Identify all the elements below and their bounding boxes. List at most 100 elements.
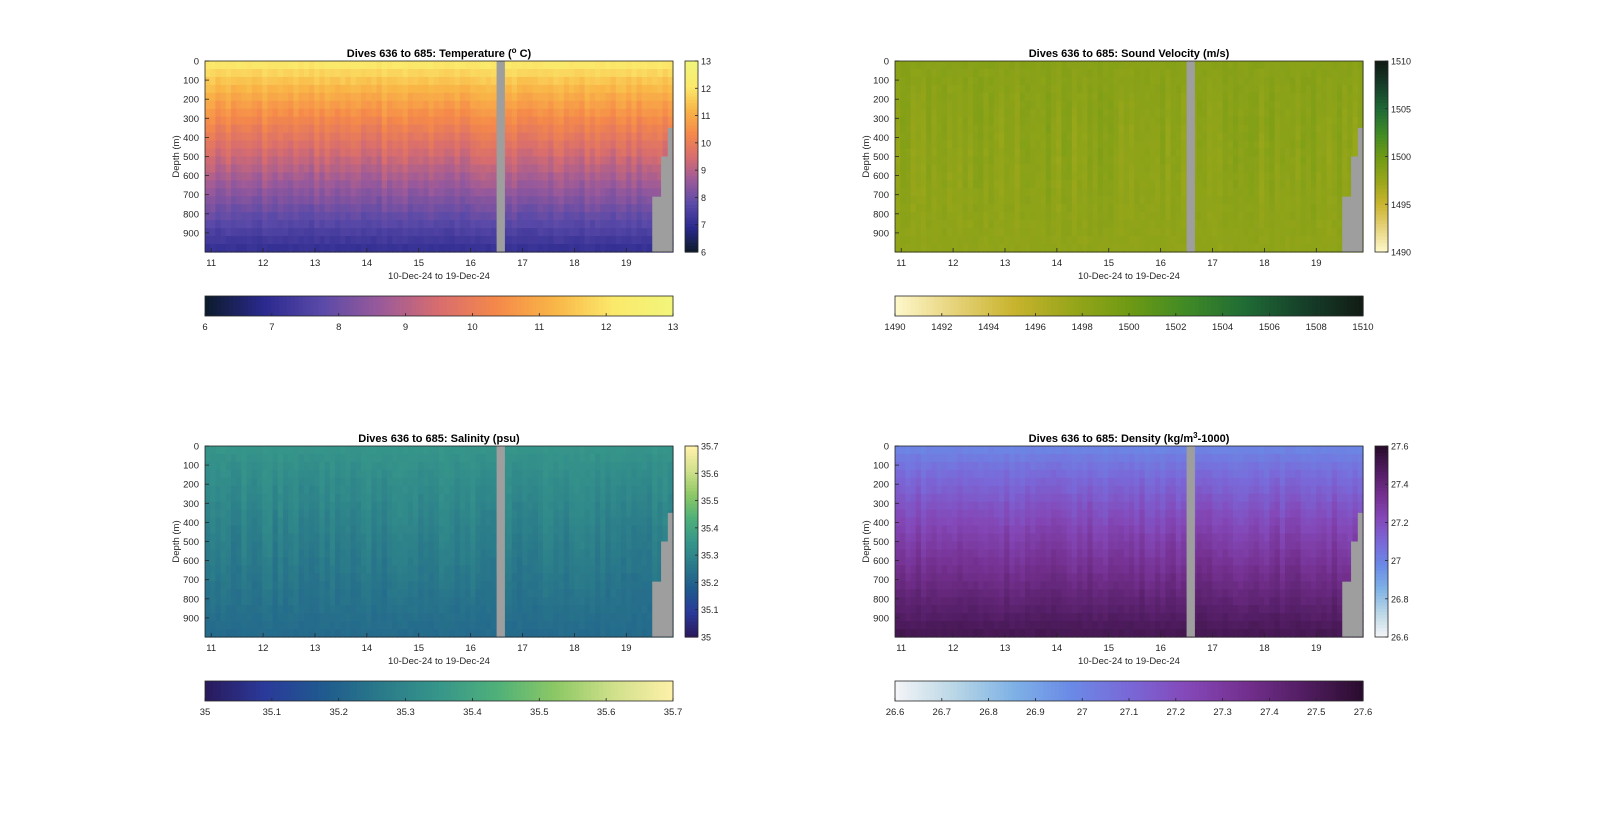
heatmap-cell <box>1123 188 1130 197</box>
heatmap-cell <box>574 100 580 110</box>
heatmap-cell <box>657 172 664 181</box>
heatmap-cell <box>314 244 320 253</box>
heatmap-cell <box>915 124 922 134</box>
heatmap-cell <box>527 68 534 78</box>
heatmap-cell <box>1118 132 1125 142</box>
heatmap-cell <box>1025 140 1031 150</box>
heatmap-cell <box>402 204 409 213</box>
heatmap-cell <box>988 124 995 134</box>
heatmap-cell <box>465 244 471 253</box>
heatmap-cell <box>303 100 310 110</box>
heatmap-cell <box>439 164 445 174</box>
heatmap-cell <box>205 589 211 598</box>
heatmap-cell <box>1071 140 1078 150</box>
heatmap-cell <box>978 116 984 126</box>
heatmap-cell <box>444 244 450 253</box>
heatmap-cell <box>600 100 606 110</box>
heatmap-cell <box>1009 196 1016 205</box>
heatmap-cell <box>579 124 586 134</box>
heatmap-cell <box>1352 76 1359 86</box>
heatmap-cell <box>1259 148 1265 158</box>
heatmap-cell <box>283 124 289 134</box>
heatmap-cell <box>210 148 216 158</box>
heatmap-cell <box>967 228 974 237</box>
colorbar-segment <box>1117 296 1122 316</box>
heatmap-cell <box>973 124 979 134</box>
heatmap-cell <box>1045 220 1052 229</box>
heatmap-cell <box>491 244 497 253</box>
heatmap-cell <box>1342 76 1348 86</box>
heatmap-cell <box>444 76 450 86</box>
heatmap-cell <box>335 212 341 221</box>
heatmap-cell <box>1165 156 1172 166</box>
heatmap-cell <box>1004 116 1010 126</box>
heatmap-cell <box>1108 140 1114 150</box>
horizontal-colorbar: 6 7 8 9 10 11 12 13 <box>202 295 678 333</box>
heatmap-cell <box>1071 228 1078 237</box>
heatmap-cell <box>1025 92 1031 102</box>
heatmap-cell <box>595 244 601 253</box>
heatmap-cell <box>1227 108 1234 118</box>
heatmap-cell <box>626 61 632 70</box>
heatmap-cell <box>355 180 362 189</box>
heatmap-cell <box>1264 228 1270 237</box>
heatmap-cell <box>1181 61 1187 70</box>
heatmap-cell <box>335 180 341 189</box>
heatmap-cell <box>392 61 398 70</box>
heatmap-cell <box>1233 132 1239 142</box>
heatmap-cell <box>1227 204 1234 213</box>
heatmap-cell <box>600 76 606 86</box>
colorbar-segment <box>1222 296 1228 316</box>
heatmap-cell <box>993 76 1000 86</box>
colorbar-segment <box>1339 296 1345 316</box>
heatmap-cell <box>293 108 300 118</box>
heatmap-cell <box>1129 108 1135 118</box>
heatmap-cell <box>480 100 487 110</box>
heatmap-cell <box>407 116 414 126</box>
heatmap-cell <box>335 164 341 174</box>
heatmap-cell <box>1103 76 1109 86</box>
heatmap-cell <box>423 228 430 237</box>
heatmap-cell <box>1264 100 1270 110</box>
heatmap-cell <box>931 212 938 221</box>
heatmap-cell <box>910 212 917 221</box>
heatmap-cell <box>324 108 331 118</box>
heatmap-cell <box>532 124 539 134</box>
heatmap-cell <box>1118 116 1125 126</box>
heatmap-cell <box>485 228 492 237</box>
heatmap-cell <box>1233 108 1239 118</box>
heatmap-cell <box>1222 236 1229 245</box>
heatmap-cell <box>921 164 927 174</box>
heatmap-cell <box>1056 84 1062 94</box>
heatmap-cell <box>647 92 653 102</box>
heatmap-cell <box>657 140 664 150</box>
heatmap-cell <box>1196 124 1203 134</box>
heatmap-cell <box>1123 148 1130 158</box>
heatmap-cell <box>641 148 648 158</box>
heatmap-cell <box>267 61 274 70</box>
heatmap-cell <box>350 148 357 158</box>
heatmap-cell <box>1040 124 1047 134</box>
heatmap-cell <box>517 100 523 110</box>
heatmap-cell <box>1207 116 1213 126</box>
heatmap-cell <box>1087 108 1094 118</box>
colorbar-segment <box>442 296 448 316</box>
heatmap-cell <box>983 220 990 229</box>
heatmap-cell <box>595 61 601 70</box>
heatmap-cell <box>1077 236 1083 245</box>
heatmap-cell <box>470 212 476 221</box>
heatmap-cell <box>641 180 648 189</box>
heatmap-cell <box>1118 108 1125 118</box>
heatmap-cell <box>993 180 1000 189</box>
heatmap-cell <box>1149 228 1156 237</box>
heatmap-cell <box>1144 132 1151 142</box>
heatmap-cell <box>947 116 953 126</box>
colorbar-segment <box>895 296 900 316</box>
heatmap-cell <box>288 84 294 94</box>
heatmap-cell <box>941 212 948 221</box>
heatmap-cell <box>418 124 424 134</box>
heatmap-cell <box>470 84 476 94</box>
heatmap-cell <box>220 148 227 158</box>
heatmap-cell <box>1129 140 1135 150</box>
heatmap-cell <box>1019 132 1026 142</box>
